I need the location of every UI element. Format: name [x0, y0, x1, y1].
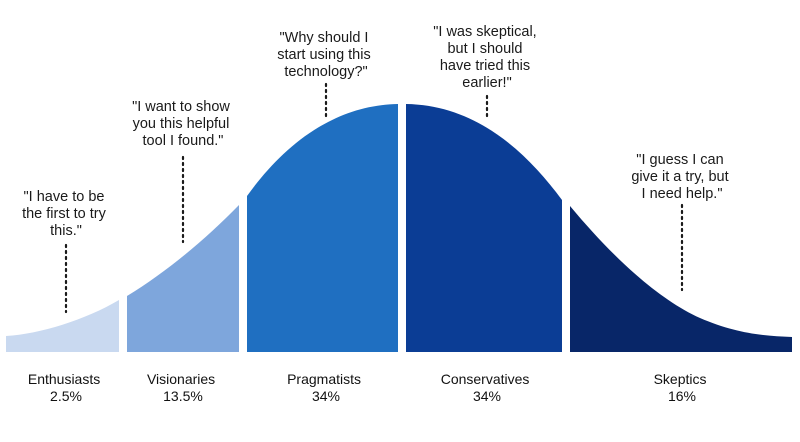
segment-visionaries [127, 205, 239, 352]
label-pragmatists: Pragmatists 34% [287, 371, 365, 404]
quote-conservatives: "I was skeptical, but I should have trie… [433, 24, 541, 91]
label-conservatives: Conservatives 34% [441, 371, 534, 404]
quote-pragmatists: "Why should I start using this technolog… [277, 30, 375, 80]
segment-conservatives [406, 104, 562, 352]
label-enthusiasts: Enthusiasts 2.5% [28, 371, 104, 404]
segment-enthusiasts [6, 300, 119, 352]
segment-skeptics [570, 206, 792, 352]
label-visionaries: Visionaries 13.5% [147, 371, 219, 404]
label-skeptics: Skeptics 16% [654, 371, 711, 404]
quote-enthusiasts: "I have to be the first to try this." [22, 189, 110, 239]
quote-skeptics: "I guess I can give it a try, but I need… [631, 152, 732, 202]
quote-visionaries: "I want to show you this helpful tool I … [132, 99, 234, 149]
segment-pragmatists [247, 104, 398, 352]
